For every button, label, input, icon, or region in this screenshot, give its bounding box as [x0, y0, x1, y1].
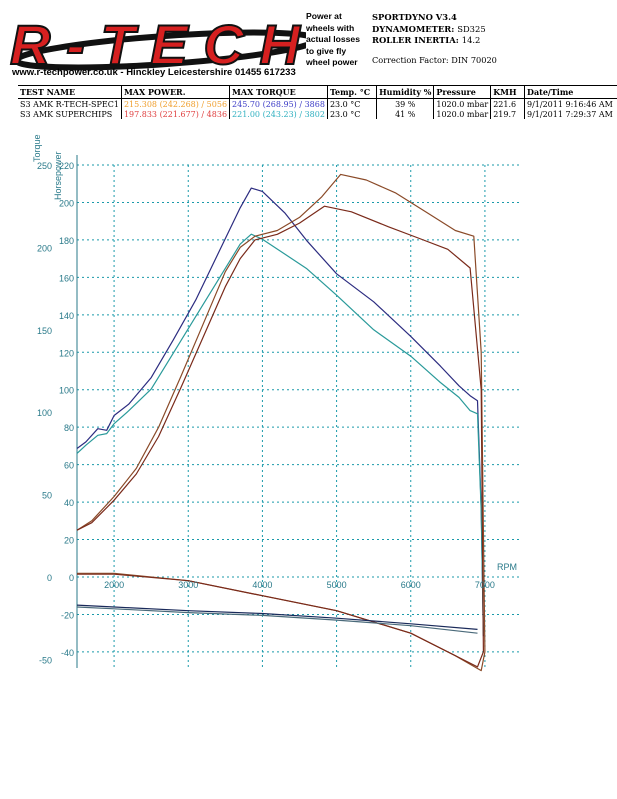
power-tick-label: 220 — [59, 161, 74, 171]
col-datetime: Date/Time — [524, 85, 617, 99]
correction-factor: Correction Factor: DIN 70020 — [372, 55, 497, 65]
chart-labels: 250200150100500-502202001801601401201008… — [32, 134, 517, 665]
cell-test-name: S3 AMK SUPERCHIPS — [20, 109, 113, 119]
power-tick-label: 200 — [59, 198, 74, 208]
table-row: S3 AMK R-TECH-SPEC1 215.308 (242.268) / … — [18, 98, 617, 109]
x-tick-label: 3000 — [178, 580, 198, 590]
cell-datetime: 9/1/2011 7:29:37 AM — [524, 109, 617, 119]
cell-pressure: 1020.0 mbar — [433, 98, 491, 109]
tagline-line: actual losses — [306, 34, 360, 45]
run-table: TEST NAME MAX POWER. MAX TORQUE Temp. °C… — [18, 85, 617, 119]
tagline-line: wheel power — [306, 57, 358, 68]
torque-tick-label: 250 — [37, 161, 52, 171]
col-pressure: Pressure — [433, 85, 491, 99]
cell-temp: 23.0 °C — [326, 109, 377, 119]
power-tick-label: 120 — [59, 348, 74, 358]
torque-axis-title: Torque — [32, 134, 42, 162]
dyno-info: SPORTDYNO V3.4 DYNAMOMETER: SD325 ROLLER… — [372, 12, 486, 47]
torque-tick-label: -50 — [39, 655, 52, 665]
software-version: SPORTDYNO V3.4 — [372, 12, 457, 22]
cell-humidity: 41 % — [376, 109, 434, 119]
torque-tick-label: 150 — [37, 326, 52, 336]
col-max-torque: MAX TORQUE — [229, 85, 328, 99]
tagline-line: Power at — [306, 11, 342, 21]
x-tick-label: 5000 — [327, 580, 347, 590]
dynamometer-value: SD325 — [457, 23, 486, 34]
col-kmh: KMH — [490, 85, 525, 99]
power-tick-label: -20 — [61, 610, 74, 620]
cell-max-power: 215.308 (242.268) / 5056 — [120, 98, 230, 109]
table-header-row: TEST NAME MAX POWER. MAX TORQUE Temp. °C… — [18, 85, 617, 99]
x-tick-label: 2000 — [104, 580, 124, 590]
cell-humidity: 39 % — [376, 98, 434, 109]
power-tick-label: -40 — [61, 648, 74, 658]
power-tick-label: 140 — [59, 311, 74, 321]
cell-test-name: S3 AMK R-TECH-SPEC1 — [20, 99, 119, 109]
power-tick-label: 0 — [69, 573, 74, 583]
col-test-name: TEST NAME — [18, 85, 122, 99]
website-line: www.r-techpower.co.uk - Hinckley Leicest… — [12, 67, 296, 78]
x-axis-title: RPM — [497, 562, 517, 572]
col-temp: Temp. °C — [326, 85, 377, 99]
power-tick-label: 100 — [59, 386, 74, 396]
series-line — [76, 205, 484, 668]
torque-tick-label: 50 — [42, 491, 52, 501]
chart-series — [76, 173, 486, 672]
col-max-power: MAX POWER. — [120, 85, 230, 99]
cell-kmh: 219.7 — [490, 109, 525, 119]
series-line — [76, 606, 478, 634]
series-line — [76, 604, 478, 630]
cell-max-power: 197.833 (221.677) / 4836 — [120, 109, 230, 119]
power-tick-label: 160 — [59, 273, 74, 283]
power-axis-title: Horsepower — [53, 151, 63, 200]
cell-temp: 23.0 °C — [326, 98, 377, 109]
power-tick-label: 180 — [59, 236, 74, 246]
rtech-logo: R-TECH — [9, 18, 306, 76]
cell-max-torque: 245.70 (268.95) / 3868 — [229, 98, 328, 109]
power-tick-label: 80 — [64, 423, 74, 433]
tagline-line: wheels with — [306, 22, 355, 33]
series-line — [76, 187, 484, 637]
cell-kmh: 221.6 — [490, 98, 525, 109]
col-humidity: Humidity % — [376, 85, 434, 99]
torque-tick-label: 0 — [47, 573, 52, 583]
tagline: Power at wheels with actual losses to gi… — [306, 11, 370, 69]
x-tick-label: 6000 — [401, 580, 421, 590]
dynamometer-label: DYNAMOMETER: — [372, 23, 455, 34]
roller-inertia-value: 14.2 — [461, 35, 481, 46]
power-tick-label: 60 — [64, 461, 74, 471]
tagline-line: to give fly — [306, 45, 347, 56]
cell-datetime: 9/1/2011 9:16:46 AM — [524, 98, 617, 109]
x-tick-label: 7000 — [475, 580, 495, 590]
torque-tick-label: 100 — [37, 408, 52, 418]
cell-pressure: 1020.0 mbar — [433, 109, 491, 119]
x-tick-label: 4000 — [252, 580, 272, 590]
series-line — [76, 233, 484, 635]
roller-inertia-label: ROLLER INERTIA: — [372, 35, 459, 46]
series-line — [76, 173, 486, 672]
cell-max-torque: 221.00 (243.23) / 3802 — [229, 109, 328, 119]
table-row: S3 AMK SUPERCHIPS 197.833 (221.677) / 48… — [18, 109, 617, 119]
power-tick-label: 20 — [64, 536, 74, 546]
torque-tick-label: 200 — [37, 243, 52, 253]
power-tick-label: 40 — [64, 498, 74, 508]
chart-grid — [77, 164, 522, 668]
